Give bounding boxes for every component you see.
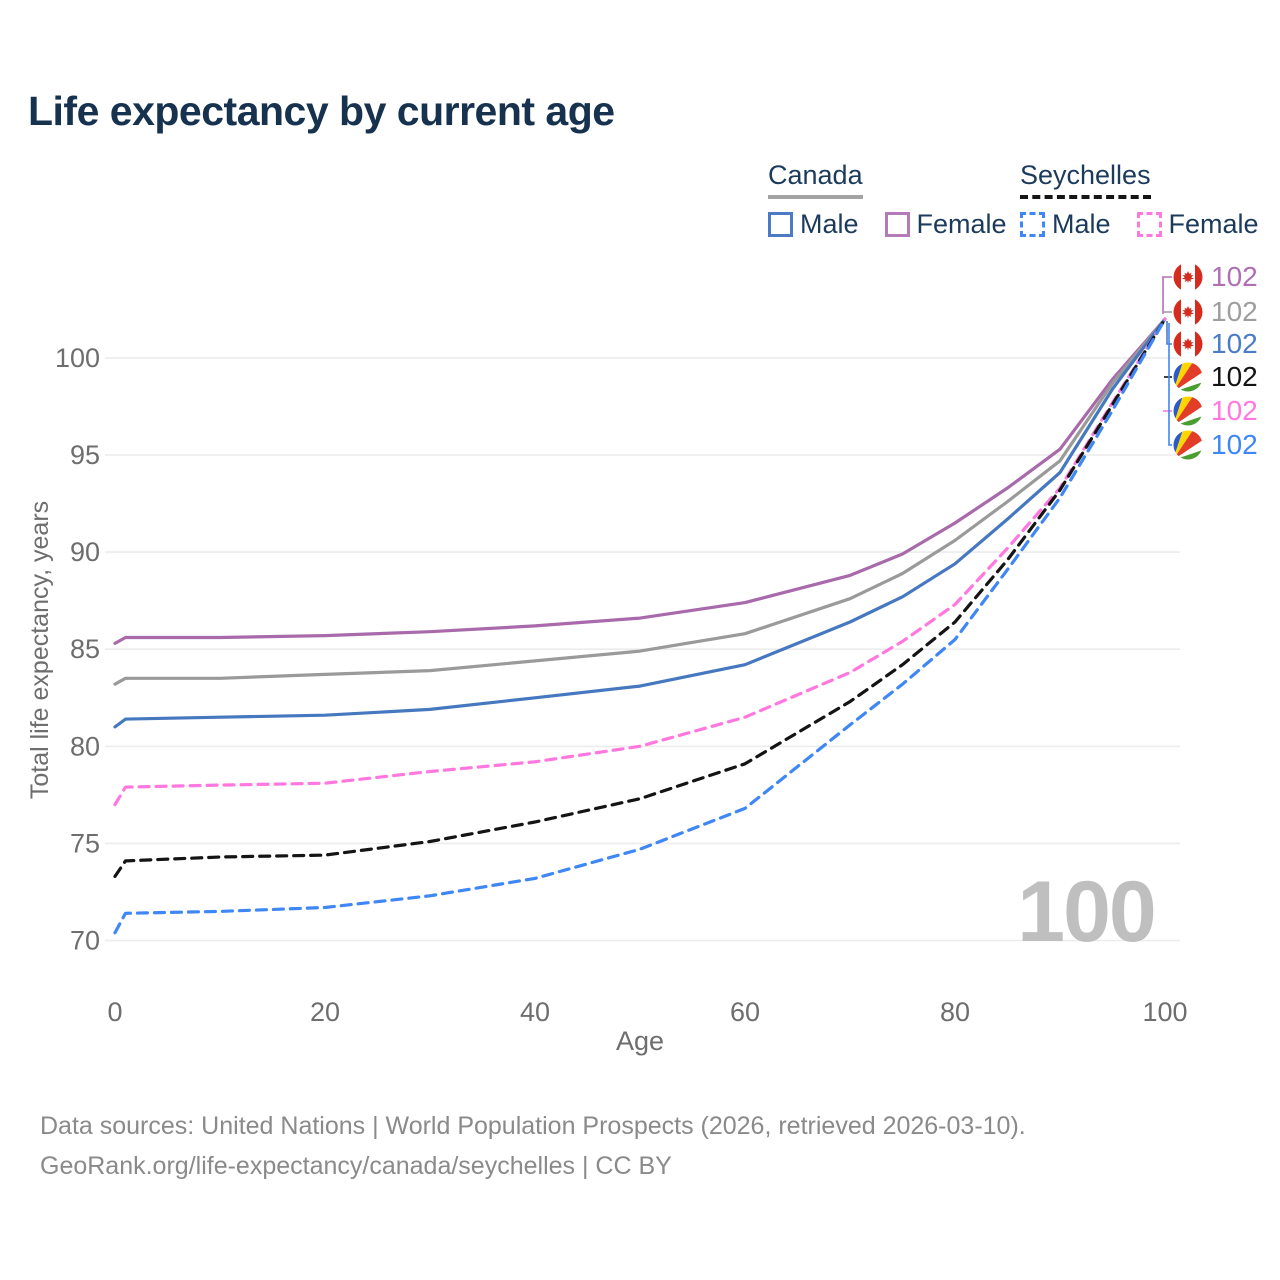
end-label-row-canada-2: 102 (1173, 329, 1258, 359)
canada-flag-icon (1173, 262, 1203, 292)
legend-label-seychelles-female: Female (1168, 209, 1259, 239)
x-tick-40: 40 (520, 997, 550, 1027)
series-line-seychelles-both[interactable] (113, 317, 1167, 878)
end-value: 102 (1211, 296, 1258, 327)
x-tick-0: 0 (107, 997, 122, 1027)
seychelles-male-swatch-icon (1020, 212, 1045, 237)
seychelles-flag-icon (1173, 430, 1203, 460)
series-line-canada-male[interactable] (113, 317, 1167, 729)
end-label-connector-2 (1166, 321, 1172, 345)
seychelles-female-swatch-icon (1136, 212, 1162, 237)
legend-country-seychelles[interactable]: Seychelles (1020, 160, 1151, 199)
canada-male-swatch-icon (768, 212, 793, 237)
series-line-canada-both[interactable] (113, 317, 1167, 686)
legend-item-canada-female[interactable]: Female (884, 209, 1007, 240)
end-label-connector-0 (1162, 276, 1172, 314)
end-label-connector-5 (1168, 323, 1172, 446)
seychelles-flag-icon (1173, 362, 1203, 392)
canada-female-swatch-icon (884, 212, 910, 237)
legend-item-seychelles-female[interactable]: Female (1136, 209, 1259, 240)
series-line-seychelles-male[interactable] (113, 317, 1167, 935)
x-tick-60: 60 (730, 997, 760, 1027)
end-value: 102 (1211, 361, 1258, 392)
legend-country-canada[interactable]: Canada (768, 160, 863, 199)
end-label-row-canada-1: 102 (1173, 297, 1258, 327)
series-line-canada-female[interactable] (113, 317, 1167, 645)
hover-age-watermark: 100 (1017, 864, 1155, 960)
end-label-row-seychelles-4: 102 (1173, 396, 1258, 426)
legend-item-seychelles-male[interactable]: Male (1020, 209, 1111, 240)
end-label-row-seychelles-3: 102 (1173, 362, 1258, 392)
legend-group-canada: Canada Male Female (768, 160, 1007, 240)
x-axis-title: Age (616, 1026, 664, 1056)
footer-data-sources: Data sources: United Nations | World Pop… (40, 1112, 1026, 1140)
x-tick-20: 20 (310, 997, 340, 1027)
end-value: 102 (1211, 328, 1258, 359)
y-tick-75: 75 (70, 828, 100, 858)
canada-flag-icon (1173, 297, 1203, 327)
seychelles-flag-icon (1173, 396, 1203, 426)
y-tick-100: 100 (55, 343, 100, 373)
legend-label-canada-male: Male (800, 209, 859, 239)
end-label-row-seychelles-5: 102 (1173, 430, 1258, 460)
y-tick-90: 90 (70, 537, 100, 567)
legend-label-canada-female: Female (916, 209, 1007, 239)
legend-item-canada-male[interactable]: Male (768, 209, 859, 240)
legend-label-seychelles-male: Male (1052, 209, 1111, 239)
canada-flag-icon (1173, 329, 1203, 359)
y-tick-95: 95 (70, 440, 100, 470)
y-tick-70: 70 (70, 926, 100, 956)
x-tick-80: 80 (940, 997, 970, 1027)
footer-attribution: GeoRank.org/life-expectancy/canada/seych… (40, 1152, 672, 1180)
end-label-row-canada-0: 102 (1173, 262, 1258, 292)
y-tick-85: 85 (70, 634, 100, 664)
footer: Data sources: United Nations | World Pop… (40, 1106, 1026, 1186)
x-tick-100: 100 (1142, 997, 1187, 1027)
y-axis-title: Total life expectancy, years (26, 501, 54, 799)
end-value: 102 (1211, 395, 1258, 426)
end-value: 102 (1211, 429, 1258, 460)
end-value: 102 (1211, 261, 1258, 292)
series-line-seychelles-female[interactable] (113, 317, 1167, 807)
page-title: Life expectancy by current age (28, 88, 615, 134)
y-tick-80: 80 (70, 731, 100, 761)
legend-group-seychelles: Seychelles Male Female (1020, 160, 1259, 240)
